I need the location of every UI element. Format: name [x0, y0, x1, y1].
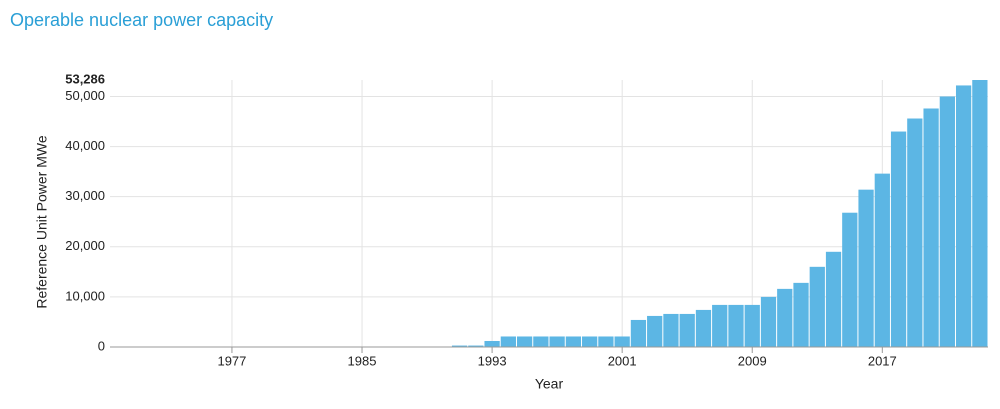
x-tick-label: 2009 [738, 353, 767, 368]
bar [760, 296, 777, 347]
bar [468, 345, 484, 347]
bar [728, 304, 744, 347]
bar [939, 96, 955, 347]
y-tick-label: 10,000 [65, 288, 105, 303]
bar [955, 85, 972, 347]
bar [451, 345, 468, 347]
bar [484, 340, 500, 347]
x-tick-label: 1977 [217, 353, 246, 368]
x-tick-label: 1993 [478, 353, 507, 368]
bar [809, 266, 825, 347]
bar [549, 336, 565, 347]
bar [712, 304, 728, 347]
y-tick-label: 53,286 [65, 71, 105, 86]
chart-title: Operable nuclear power capacity [10, 10, 273, 30]
bar [793, 282, 809, 347]
bar [972, 80, 988, 347]
bar [890, 131, 907, 347]
bar [695, 309, 712, 347]
bar [825, 251, 842, 347]
x-axis-label: Year [535, 376, 564, 392]
y-axis-label: Reference Unit Power MWe [34, 135, 50, 308]
bar [598, 336, 614, 347]
y-tick-label: 30,000 [65, 188, 105, 203]
bar [582, 336, 598, 347]
bar [744, 304, 760, 347]
x-tick-label: 1985 [348, 353, 377, 368]
bar [500, 336, 516, 347]
x-tick-label: 2017 [868, 353, 897, 368]
bar [630, 319, 647, 347]
bar [923, 108, 939, 348]
y-tick-label: 0 [98, 338, 105, 353]
x-tick-label: 2001 [608, 353, 637, 368]
bar [907, 118, 923, 348]
y-tick-label: 20,000 [65, 238, 105, 253]
bar [777, 288, 793, 347]
bar [858, 189, 874, 347]
y-tick-label: 50,000 [65, 88, 105, 103]
bar [614, 336, 630, 347]
bar [874, 173, 890, 347]
bar [516, 336, 533, 347]
bar [565, 336, 582, 347]
bar [533, 336, 549, 347]
y-tick-label: 40,000 [65, 138, 105, 153]
bar [663, 313, 679, 347]
bar [842, 212, 858, 347]
bar [679, 313, 695, 347]
bar [647, 315, 663, 347]
